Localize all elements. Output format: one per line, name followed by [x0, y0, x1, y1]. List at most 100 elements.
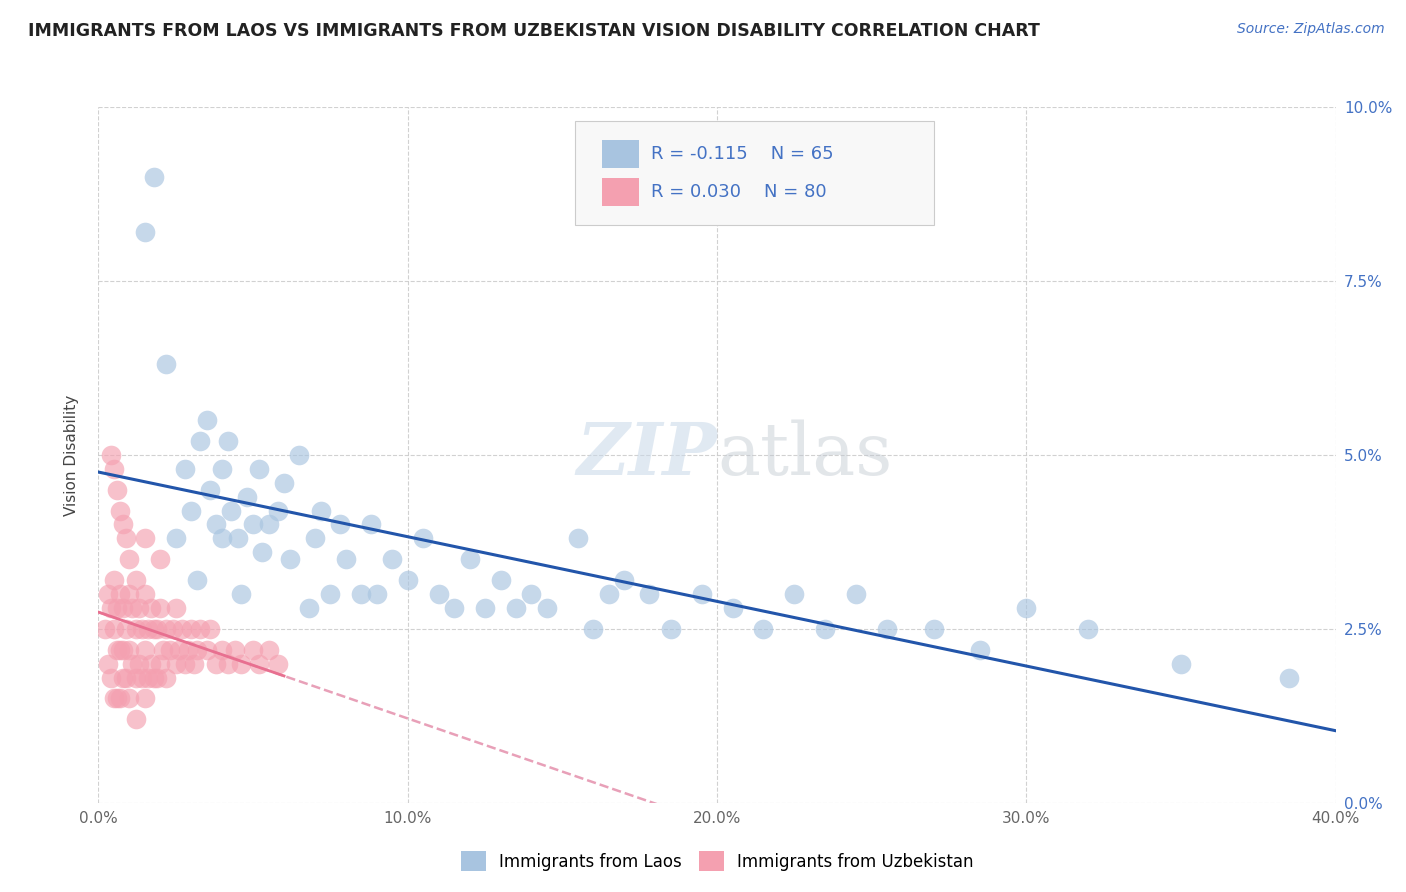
- Text: ZIP: ZIP: [576, 419, 717, 491]
- Point: [93, 622, 115, 636]
- Point: [304, 532, 326, 546]
- Point: [108, 642, 131, 657]
- Point: [124, 622, 146, 636]
- Point: [146, 671, 169, 685]
- Point: [177, 642, 200, 657]
- Point: [121, 601, 143, 615]
- Point: [131, 622, 153, 636]
- Point: [396, 573, 419, 587]
- Point: [165, 532, 187, 546]
- Point: [136, 671, 159, 685]
- Point: [115, 671, 138, 685]
- Point: [257, 642, 280, 657]
- Point: [103, 462, 125, 476]
- Point: [128, 657, 150, 671]
- Point: [124, 712, 146, 726]
- Point: [180, 503, 202, 517]
- Point: [108, 587, 131, 601]
- Point: [134, 642, 156, 657]
- Point: [165, 657, 187, 671]
- Point: [105, 691, 128, 706]
- Text: R = -0.115    N = 65: R = -0.115 N = 65: [651, 145, 834, 163]
- Point: [211, 462, 233, 476]
- Text: Source: ZipAtlas.com: Source: ZipAtlas.com: [1237, 22, 1385, 37]
- Point: [180, 622, 202, 636]
- Point: [267, 657, 290, 671]
- Point: [108, 691, 131, 706]
- Point: [366, 587, 388, 601]
- Point: [242, 517, 264, 532]
- Point: [195, 642, 218, 657]
- Point: [474, 601, 496, 615]
- Point: [152, 642, 174, 657]
- Point: [128, 601, 150, 615]
- Point: [567, 532, 589, 546]
- Point: [143, 622, 166, 636]
- Point: [845, 587, 868, 601]
- Point: [267, 503, 290, 517]
- Point: [224, 642, 246, 657]
- Point: [100, 601, 122, 615]
- Point: [205, 517, 228, 532]
- Point: [489, 573, 512, 587]
- Point: [105, 483, 128, 497]
- Bar: [602, 140, 640, 169]
- Point: [690, 587, 713, 601]
- Point: [134, 532, 156, 546]
- Point: [288, 448, 311, 462]
- FancyBboxPatch shape: [575, 121, 934, 226]
- Point: [252, 545, 274, 559]
- Point: [149, 552, 172, 566]
- Point: [783, 587, 806, 601]
- Point: [134, 587, 156, 601]
- Point: [190, 622, 212, 636]
- Point: [97, 587, 120, 601]
- Point: [143, 671, 166, 685]
- Point: [149, 601, 172, 615]
- Point: [134, 691, 156, 706]
- Point: [335, 552, 357, 566]
- Point: [598, 587, 620, 601]
- Point: [118, 587, 141, 601]
- Point: [427, 587, 450, 601]
- Point: [115, 532, 138, 546]
- Point: [298, 601, 321, 615]
- Point: [211, 642, 233, 657]
- Point: [198, 483, 221, 497]
- Point: [115, 622, 138, 636]
- Point: [124, 671, 146, 685]
- Point: [319, 587, 342, 601]
- Point: [229, 657, 252, 671]
- Point: [112, 517, 135, 532]
- Point: [118, 552, 141, 566]
- Point: [139, 657, 162, 671]
- Point: [155, 622, 177, 636]
- Point: [443, 601, 465, 615]
- Point: [143, 169, 166, 184]
- Point: [273, 475, 295, 490]
- Point: [124, 573, 146, 587]
- Point: [236, 490, 259, 504]
- Point: [112, 671, 135, 685]
- Point: [103, 622, 125, 636]
- Point: [1077, 622, 1099, 636]
- Point: [752, 622, 775, 636]
- Point: [149, 657, 172, 671]
- Point: [876, 622, 898, 636]
- Point: [721, 601, 744, 615]
- Point: [1170, 657, 1192, 671]
- Legend: Immigrants from Laos, Immigrants from Uzbekistan: Immigrants from Laos, Immigrants from Uz…: [454, 845, 980, 878]
- Point: [190, 434, 212, 448]
- Point: [155, 671, 177, 685]
- Point: [659, 622, 682, 636]
- Point: [170, 622, 193, 636]
- Point: [360, 517, 382, 532]
- Point: [139, 601, 162, 615]
- Point: [247, 657, 270, 671]
- Point: [505, 601, 527, 615]
- Point: [638, 587, 661, 601]
- Point: [112, 642, 135, 657]
- Point: [229, 587, 252, 601]
- Point: [174, 657, 197, 671]
- Point: [247, 462, 270, 476]
